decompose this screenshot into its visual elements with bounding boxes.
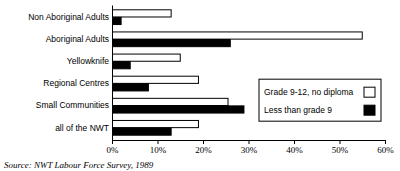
bar	[112, 32, 362, 39]
series	[112, 17, 244, 135]
tick-mark	[294, 140, 295, 144]
tick-mark	[158, 140, 159, 144]
tick-label: all of the NWT	[55, 123, 109, 133]
tick: 0%	[107, 140, 120, 155]
tick: Small Communities	[36, 100, 112, 110]
legend-swatch	[364, 87, 375, 97]
tick-label: Yellowknife	[67, 56, 109, 66]
tick: Regional Centres	[43, 78, 112, 88]
chart: 0% 10% 20% 30% 40% 50% 60% Non Aboriginal Adult…	[0, 0, 400, 171]
bar	[112, 84, 148, 91]
tick: Yellowknife	[67, 56, 112, 66]
legend-box	[259, 79, 381, 121]
tick-label: Non Aboriginal Adults	[28, 12, 109, 22]
bar	[112, 76, 198, 83]
tick-label: 30%	[241, 145, 258, 155]
tick-label: 50%	[332, 145, 349, 155]
tick-label: 0%	[107, 145, 120, 155]
bar	[112, 128, 171, 135]
bar	[112, 62, 130, 69]
tick: 30%	[241, 140, 258, 155]
legend: Grade 9-12, no diploma Less than grade 9	[259, 79, 381, 121]
bar	[112, 10, 171, 17]
source: Source: NWT Labour Force Survey, 1989	[4, 160, 154, 170]
bar	[112, 120, 198, 127]
plot: 0% 10% 20% 30% 40% 50% 60% Non Aboriginal Adult…	[28, 6, 394, 156]
bar	[112, 39, 230, 46]
bar	[112, 17, 121, 24]
tick-mark	[340, 140, 341, 144]
legend-label: Grade 9-12, no diploma	[264, 87, 354, 97]
tick-label: Regional Centres	[43, 78, 109, 88]
legend-swatch	[364, 105, 375, 115]
bar	[112, 98, 228, 105]
tick: 40%	[286, 140, 303, 155]
y-axis: Non Aboriginal Adults Aboriginal Adults Ye…	[28, 6, 112, 141]
tick: all of the NWT	[55, 123, 112, 133]
tick-label: Small Communities	[36, 100, 109, 110]
x-axis: 0% 10% 20% 30% 40% 50% 60%	[107, 140, 395, 155]
bar	[112, 54, 180, 61]
legend-label: Less than grade 9	[264, 105, 332, 115]
tick-mark	[112, 140, 113, 144]
axis-line	[113, 141, 386, 145]
bar	[112, 106, 244, 113]
tick-label: 20%	[195, 145, 212, 155]
tick-label: 40%	[286, 145, 303, 155]
tick: 60%	[377, 140, 394, 155]
tick-mark	[203, 140, 204, 144]
tick-mark	[385, 140, 386, 144]
series	[112, 10, 362, 128]
tick-label: 10%	[150, 145, 167, 155]
tick: Aboriginal Adults	[46, 34, 112, 44]
tick: 50%	[332, 140, 349, 155]
tick: Non Aboriginal Adults	[28, 12, 112, 22]
tick-mark	[249, 140, 250, 144]
tick: 10%	[150, 140, 167, 155]
tick-label: Aboriginal Adults	[46, 34, 109, 44]
axis-line	[112, 6, 113, 141]
tick: 20%	[195, 140, 212, 155]
tick-label: 60%	[377, 145, 394, 155]
